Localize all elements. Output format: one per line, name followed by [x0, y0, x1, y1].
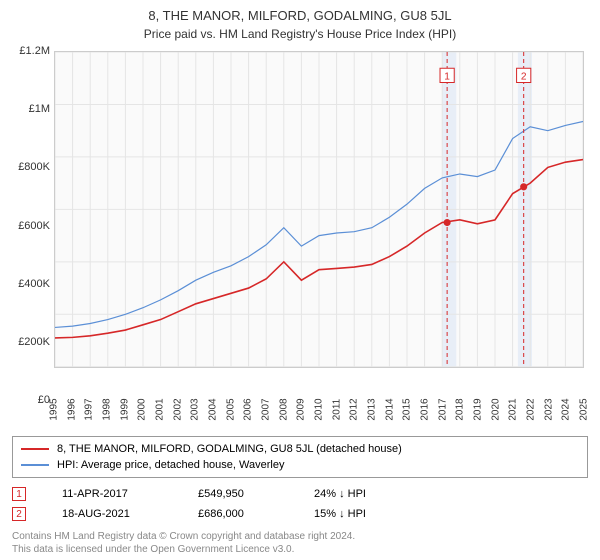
- y-axis-label: £600K: [18, 220, 50, 232]
- x-axis-label: 1999: [119, 398, 130, 420]
- sale-date: 18-AUG-2021: [62, 508, 162, 520]
- x-axis-label: 2007: [261, 398, 272, 420]
- x-axis-label: 1998: [102, 398, 113, 420]
- svg-text:1: 1: [444, 71, 450, 82]
- x-axis-label: 2016: [420, 398, 431, 420]
- x-axis-label: 2014: [384, 398, 395, 420]
- x-axis-label: 2011: [331, 399, 342, 421]
- x-axis-label: 2005: [225, 398, 236, 420]
- sale-row: 1 11-APR-2017 £549,950 24% ↓ HPI: [12, 484, 588, 504]
- legend: 8, THE MANOR, MILFORD, GODALMING, GU8 5J…: [12, 436, 588, 478]
- x-axis-label: 2003: [190, 398, 201, 420]
- x-axis-label: 2023: [543, 398, 554, 420]
- sale-price: £549,950: [198, 488, 278, 500]
- x-axis-label: 2024: [561, 398, 572, 420]
- x-axis-label: 2017: [437, 398, 448, 420]
- footer-line: Contains HM Land Registry data © Crown c…: [12, 530, 588, 543]
- x-axis-label: 2000: [137, 398, 148, 420]
- x-axis-label: 2010: [314, 398, 325, 420]
- x-axis-label: 2009: [296, 398, 307, 420]
- legend-label: 8, THE MANOR, MILFORD, GODALMING, GU8 5J…: [57, 443, 402, 455]
- footer: Contains HM Land Registry data © Crown c…: [12, 530, 588, 556]
- x-axis-label: 1995: [49, 398, 60, 420]
- x-axis-label: 1996: [66, 398, 77, 420]
- x-axis-label: 2013: [367, 398, 378, 420]
- y-axis-label: £1M: [29, 103, 50, 115]
- legend-swatch: [21, 448, 49, 450]
- page-title: 8, THE MANOR, MILFORD, GODALMING, GU8 5J…: [12, 8, 588, 23]
- footer-line: This data is licensed under the Open Gov…: [12, 543, 588, 556]
- sale-price: £686,000: [198, 508, 278, 520]
- sale-delta: 24% ↓ HPI: [314, 488, 366, 500]
- y-axis-label: £400K: [18, 278, 50, 290]
- x-axis-label: 2001: [155, 398, 166, 420]
- legend-label: HPI: Average price, detached house, Wave…: [57, 459, 284, 471]
- title-block: 8, THE MANOR, MILFORD, GODALMING, GU8 5J…: [12, 8, 588, 47]
- y-axis-label: £800K: [18, 161, 50, 173]
- sale-row: 2 18-AUG-2021 £686,000 15% ↓ HPI: [12, 504, 588, 524]
- x-axis-label: 2012: [349, 398, 360, 420]
- svg-text:2: 2: [521, 71, 527, 82]
- x-axis-label: 2022: [526, 398, 537, 420]
- legend-row: HPI: Average price, detached house, Wave…: [21, 457, 579, 473]
- x-axis-label: 2015: [402, 398, 413, 420]
- x-axis-label: 1997: [84, 398, 95, 420]
- x-axis-label: 2004: [208, 398, 219, 420]
- sales-table: 1 11-APR-2017 £549,950 24% ↓ HPI 2 18-AUG-202…: [12, 484, 588, 524]
- sale-delta: 15% ↓ HPI: [314, 508, 366, 520]
- sale-marker-icon: 1: [12, 487, 26, 501]
- y-axis-label: £1.2M: [19, 45, 50, 57]
- x-axis-label: 2008: [278, 398, 289, 420]
- sale-marker-icon: 2: [12, 507, 26, 521]
- x-axis-label: 2002: [172, 398, 183, 420]
- x-axis-label: 2018: [455, 398, 466, 420]
- x-axis-label: 2006: [243, 398, 254, 420]
- page-subtitle: Price paid vs. HM Land Registry's House …: [12, 27, 588, 41]
- x-axis-label: 2020: [490, 398, 501, 420]
- x-axis-label: 2021: [508, 398, 519, 420]
- price-chart: £0£200K£400K£600K£800K£1M£1.2M 199519961…: [54, 51, 584, 400]
- x-axis-label: 2019: [473, 398, 484, 420]
- legend-row: 8, THE MANOR, MILFORD, GODALMING, GU8 5J…: [21, 441, 579, 457]
- sale-date: 11-APR-2017: [62, 488, 162, 500]
- x-axis-label: 2025: [579, 398, 590, 420]
- y-axis-label: £200K: [18, 336, 50, 348]
- legend-swatch: [21, 464, 49, 466]
